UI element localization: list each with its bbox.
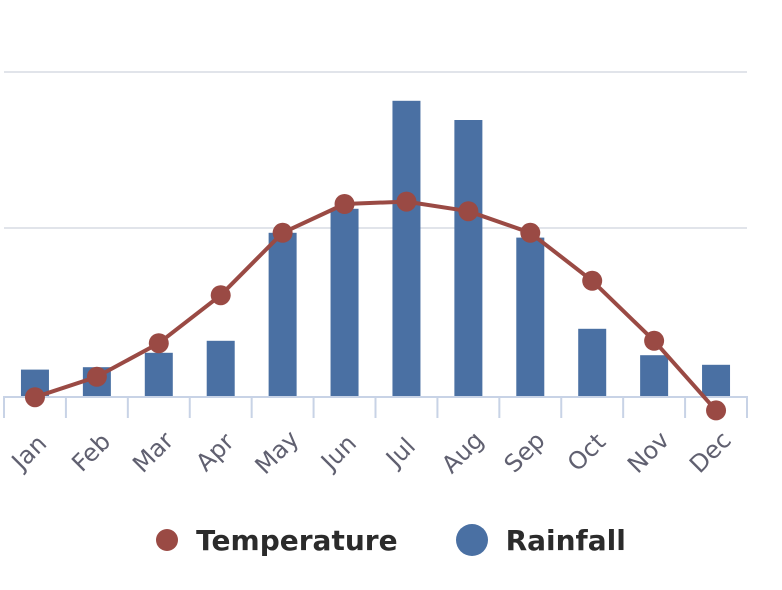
x-tick-label-oct: Oct: [562, 428, 611, 477]
bar-nov: [640, 355, 669, 396]
temperature-point-oct: [582, 270, 603, 291]
bar-mar: [144, 352, 173, 396]
temperature-point-jul: [396, 191, 417, 212]
legend: Temperature Rainfall: [0, 518, 782, 562]
x-tick-label-jul: Jul: [379, 432, 421, 474]
x-tick-label-jun: Jun: [314, 429, 362, 477]
legend-item-temperature[interactable]: Temperature: [156, 523, 398, 557]
rainfall-legend-marker-icon: [455, 524, 488, 556]
x-tick-label-apr: Apr: [190, 428, 239, 477]
x-tick-label-nov: Nov: [622, 426, 675, 479]
temperature-legend-marker-icon: [156, 529, 179, 551]
x-tick-label-sep: Sep: [499, 426, 551, 478]
temperature-point-dec: [706, 400, 727, 421]
temperature-point-may: [272, 222, 293, 243]
x-tick-label-feb: Feb: [66, 427, 116, 477]
temperature-point-jan: [24, 387, 45, 408]
legend-label-rainfall: Rainfall: [505, 523, 626, 557]
bar-jul: [392, 100, 421, 397]
x-tick-label-jan: Jan: [5, 429, 52, 476]
bar-may: [268, 232, 297, 396]
x-tick-label-mar: Mar: [127, 426, 179, 478]
bar-dec: [702, 364, 731, 396]
bar-sep: [516, 237, 545, 396]
temperature-point-jun: [334, 194, 355, 214]
temperature-point-apr: [210, 285, 231, 306]
temperature-line: [34, 199, 718, 412]
legend-item-rainfall[interactable]: Rainfall: [455, 523, 626, 557]
temperature-point-nov: [644, 330, 665, 351]
temperature-point-sep: [520, 222, 541, 243]
legend-label-temperature: Temperature: [196, 523, 398, 557]
bar-oct: [578, 328, 607, 396]
temperature-point-aug: [458, 201, 479, 222]
bar-jun: [330, 208, 359, 396]
combo-chart: Jan Feb Mar Apr May Jun Jul Aug Sep Oct Nov Dec: [3, 71, 748, 480]
x-tick-label-dec: Dec: [684, 426, 737, 479]
x-tick-label-aug: Aug: [436, 426, 489, 479]
x-tick-label-may: May: [250, 425, 305, 480]
bar-apr: [206, 340, 235, 396]
bar-aug: [454, 120, 483, 396]
temperature-point-mar: [148, 333, 169, 354]
temperature-point-feb: [86, 366, 107, 387]
